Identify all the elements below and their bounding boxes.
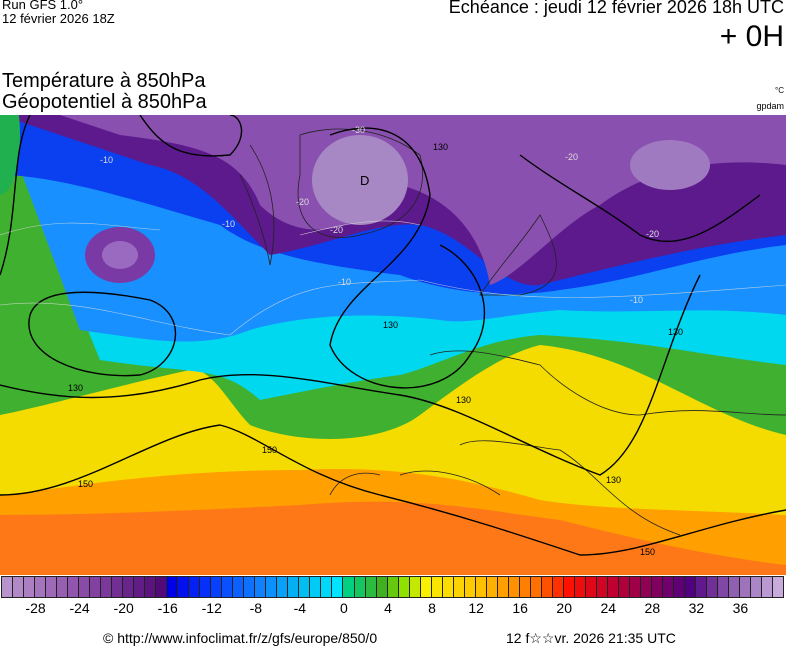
title-temperature: Température à 850hPa xyxy=(2,70,206,92)
color-scale-tick-label: -8 xyxy=(249,600,263,616)
color-scale-tick-label: 12 xyxy=(468,600,484,616)
isotherm-label: -20 xyxy=(646,229,659,239)
isotherm-label: -20 xyxy=(565,152,578,162)
copyright: © http://www.infoclimat.fr/z/gfs/europe/… xyxy=(103,630,378,646)
run-date: 12 février 2026 18Z xyxy=(2,11,115,26)
generated-time: 12 f☆☆vr. 2026 21:35 UTC xyxy=(506,630,676,646)
color-scale-cell xyxy=(772,576,785,598)
isotherm-label: -30 xyxy=(352,125,365,135)
color-scale-tick-label: 28 xyxy=(644,600,661,616)
contour-label: 130 xyxy=(68,383,83,393)
contour-label: 150 xyxy=(78,479,93,489)
lead-time: + 0H xyxy=(719,20,784,53)
unit-temperature: °C xyxy=(775,86,784,95)
color-scale-tick-label: -4 xyxy=(293,600,307,616)
color-scale-tick-label: 32 xyxy=(688,600,705,616)
color-scale-tick-label: 24 xyxy=(600,600,617,616)
contour-130 xyxy=(0,274,701,476)
contour-130-low xyxy=(28,291,177,377)
color-scale-tick-label: -12 xyxy=(201,600,222,616)
contour-label: 130 xyxy=(456,395,471,405)
contour-label: 150 xyxy=(262,445,277,455)
contour-label: 130 xyxy=(383,320,398,330)
color-scale-tick-label: 4 xyxy=(384,600,392,616)
title-geopotential: Géopotentiel à 850hPa xyxy=(2,91,207,113)
contour-label: 150 xyxy=(640,547,655,557)
color-scale-tick-label: -28 xyxy=(25,600,46,616)
run-label: Run GFS 1.0° xyxy=(2,0,84,12)
greenland-cold-core xyxy=(312,135,408,225)
isotherm-label: -10 xyxy=(100,155,113,165)
temperature-map: 130 130 130 130 130 130 150 150 150 -10 … xyxy=(0,115,786,575)
color-scale-tick-label: 20 xyxy=(556,600,573,616)
color-scale-tick-label: 0 xyxy=(340,600,348,616)
color-scale-tick-label: -16 xyxy=(157,600,178,616)
color-scale-tick-label: 36 xyxy=(732,600,749,616)
contour-label: 130 xyxy=(433,142,448,152)
color-scale-tick-label: 16 xyxy=(512,600,528,616)
isotherm-label: -10 xyxy=(630,295,643,305)
color-scale-tick-label: -20 xyxy=(113,600,134,616)
low-pressure-marker: D xyxy=(360,173,369,188)
contour-label: 130 xyxy=(606,475,621,485)
isotherm xyxy=(0,220,786,336)
forecast-time: Echéance : jeudi 12 février 2026 18h UTC xyxy=(448,0,784,17)
contour-150 xyxy=(0,424,786,556)
contour-label: 130 xyxy=(668,327,683,337)
contour-130-north xyxy=(0,115,761,389)
coastline xyxy=(239,128,786,536)
color-scale xyxy=(1,576,785,598)
color-scale-tick-label: 8 xyxy=(428,600,436,616)
isotherm-label: -20 xyxy=(330,225,343,235)
isotherm-label: -10 xyxy=(338,277,351,287)
color-scale-tick-label: -24 xyxy=(69,600,90,616)
unit-geopotential: gpdam xyxy=(756,101,784,111)
isotherm-label: -20 xyxy=(296,197,309,207)
color-scale-ticks: -28 -24 -20 -16 -12 -8 -4 0 4 8 12 16 20 24 28 32 36 xyxy=(0,600,786,620)
isotherm-label: -10 xyxy=(222,219,235,229)
